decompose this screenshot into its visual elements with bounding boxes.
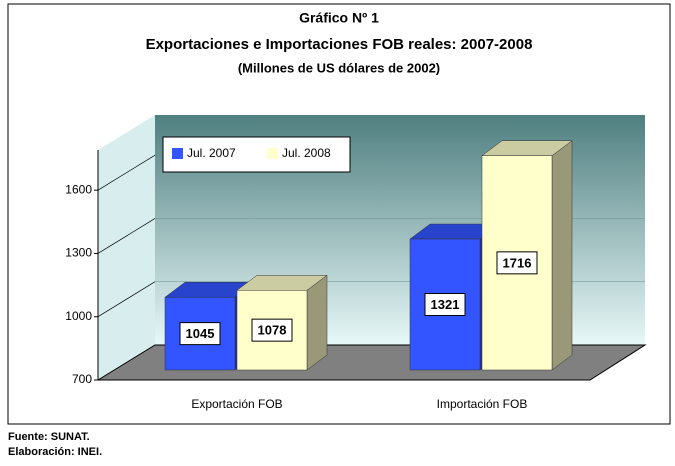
credit: Elaboración: INEI. (8, 446, 102, 458)
chart-title: Gráfico Nº 1 (299, 10, 379, 26)
y-tick-label: 1600 (65, 182, 92, 196)
grid-line (97, 218, 156, 254)
bar-side (306, 274, 328, 371)
bar-side (551, 140, 573, 371)
x-tick-label: Importación FOB (437, 397, 528, 411)
legend-swatch (172, 148, 183, 159)
value-label: 1045 (186, 326, 215, 341)
legend-swatch (267, 148, 278, 159)
y-tick-label: 700 (72, 372, 92, 386)
grid-line (97, 154, 156, 191)
value-label: 1078 (258, 323, 287, 338)
value-label-box (179, 322, 221, 346)
value-label-box (496, 251, 538, 275)
x-tick-label: Exportación FOB (191, 397, 282, 411)
legend-label: Jul. 2008 (282, 146, 331, 160)
y-tick-label: 1300 (65, 246, 92, 260)
chart-subtitle: Exportaciones e Importaciones FOB reales… (146, 36, 533, 53)
value-label-box (424, 293, 466, 317)
legend (162, 136, 351, 173)
value-label-box (251, 318, 293, 342)
value-label: 1321 (431, 297, 460, 312)
legend-label: Jul. 2007 (187, 146, 236, 160)
source: Fuente: SUNAT. (8, 431, 90, 443)
side-wall (98, 115, 155, 380)
grid-line (97, 281, 156, 318)
unit-label: (Millones de US dólares de 2002) (238, 60, 440, 75)
y-tick-label: 1000 (65, 309, 92, 323)
value-label: 1716 (503, 255, 532, 270)
